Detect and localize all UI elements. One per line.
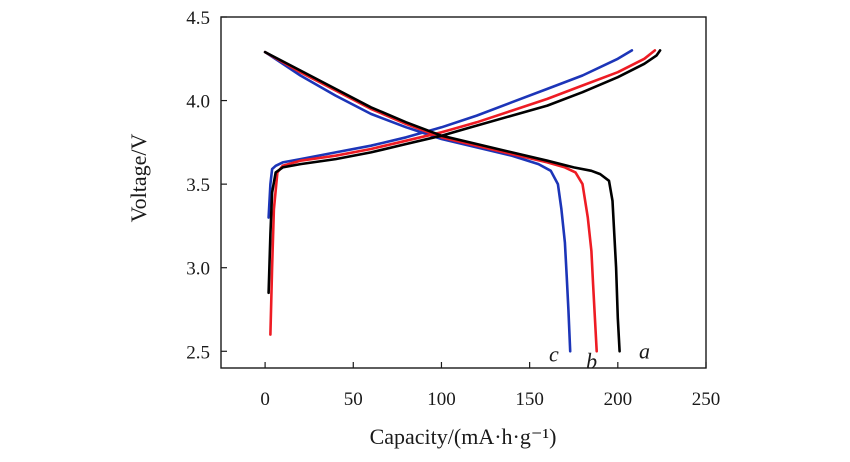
curve-label-b: b — [586, 348, 597, 373]
x-tick-label: 250 — [692, 389, 721, 410]
series-a-discharge-line — [263, 50, 621, 353]
y-tick-label: 4.5 — [186, 8, 210, 29]
plot-frame — [220, 16, 707, 369]
series-layer — [263, 49, 662, 353]
x-tick-label: 200 — [604, 389, 633, 410]
tick-marks — [221, 16, 707, 368]
series-b-charge-line — [269, 49, 657, 336]
curve-labels: a b c — [549, 338, 650, 373]
x-tick-label: 0 — [260, 389, 270, 410]
series-c — [263, 49, 634, 353]
series-a-charge-line — [267, 49, 662, 295]
tick-labels: 0 50 100 150 200 250 2.5 3.0 3.5 4.0 4.5 — [186, 8, 720, 410]
y-tick-label: 2.5 — [186, 342, 210, 363]
series-c-charge-line — [267, 49, 634, 219]
y-tick-label: 3.0 — [186, 259, 210, 280]
series-b-discharge-line — [263, 50, 598, 353]
curve-label-a: a — [639, 338, 650, 363]
series-c-discharge-line — [263, 50, 572, 353]
x-tick-label: 100 — [427, 389, 456, 410]
curve-label-c: c — [549, 342, 559, 367]
y-tick-label: 3.5 — [186, 175, 210, 196]
y-tick-label: 4.0 — [186, 92, 210, 113]
x-tick-label: 50 — [344, 389, 363, 410]
series-a — [263, 49, 662, 353]
y-axis-title: Voltage/V — [126, 133, 151, 222]
x-axis-title: Capacity/(mA·h·g⁻¹) — [370, 424, 557, 449]
series-b — [263, 49, 657, 353]
x-tick-label: 150 — [515, 389, 544, 410]
